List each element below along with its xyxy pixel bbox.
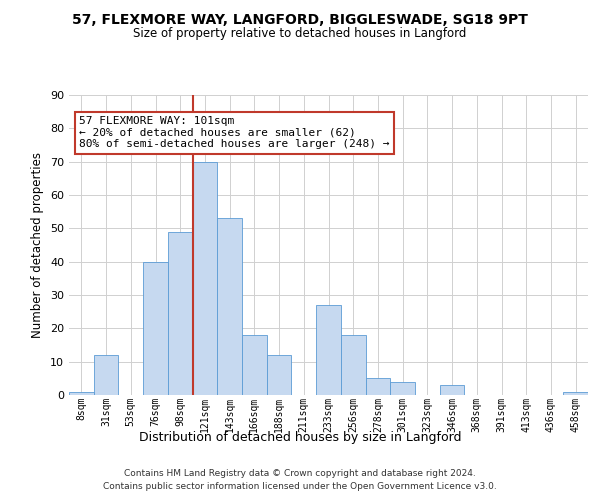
Text: Size of property relative to detached houses in Langford: Size of property relative to detached ho… bbox=[133, 28, 467, 40]
Bar bbox=[143, 262, 168, 395]
Bar bbox=[267, 355, 292, 395]
Text: 57 FLEXMORE WAY: 101sqm
← 20% of detached houses are smaller (62)
80% of semi-de: 57 FLEXMORE WAY: 101sqm ← 20% of detache… bbox=[79, 116, 390, 149]
Text: 57, FLEXMORE WAY, LANGFORD, BIGGLESWADE, SG18 9PT: 57, FLEXMORE WAY, LANGFORD, BIGGLESWADE,… bbox=[72, 12, 528, 26]
Bar bbox=[390, 382, 415, 395]
Bar bbox=[242, 335, 267, 395]
Bar bbox=[217, 218, 242, 395]
Y-axis label: Number of detached properties: Number of detached properties bbox=[31, 152, 44, 338]
Text: Contains HM Land Registry data © Crown copyright and database right 2024.: Contains HM Land Registry data © Crown c… bbox=[124, 468, 476, 477]
Bar bbox=[440, 385, 464, 395]
Bar bbox=[365, 378, 390, 395]
Bar bbox=[168, 232, 193, 395]
Text: Distribution of detached houses by size in Langford: Distribution of detached houses by size … bbox=[139, 431, 461, 444]
Bar bbox=[341, 335, 365, 395]
Bar bbox=[193, 162, 217, 395]
Text: Contains public sector information licensed under the Open Government Licence v3: Contains public sector information licen… bbox=[103, 482, 497, 491]
Bar bbox=[69, 392, 94, 395]
Bar bbox=[94, 355, 118, 395]
Bar bbox=[316, 305, 341, 395]
Bar bbox=[563, 392, 588, 395]
